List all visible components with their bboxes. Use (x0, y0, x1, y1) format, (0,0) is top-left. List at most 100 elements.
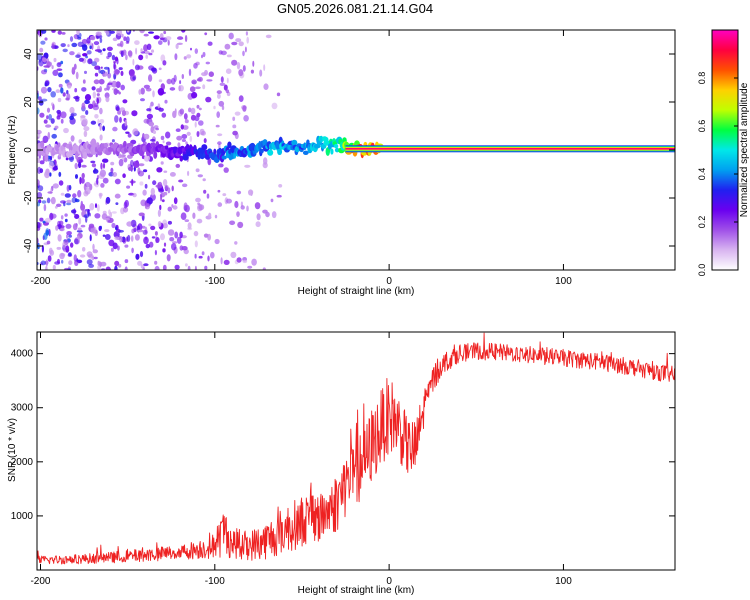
spectrogram-cell (95, 203, 97, 209)
spectrogram-cell (252, 60, 255, 67)
spectrogram-cell (117, 110, 122, 115)
spectrogram-cell (126, 185, 131, 189)
spectrogram-cell (144, 183, 148, 189)
spectrogram-cell (140, 199, 147, 207)
spectrogram-cell (139, 181, 144, 186)
spectrogram-cell (134, 64, 140, 71)
spectrogram-cell (94, 213, 101, 219)
spectrogram-cell (159, 204, 162, 211)
spectrogram-cell (216, 90, 222, 94)
spectrogram-cell (242, 65, 246, 72)
spectrogram-cell (134, 40, 140, 45)
spectrogram-cell (86, 251, 93, 258)
spectrogram-cell (191, 79, 197, 85)
spectrogram-cell (138, 212, 145, 217)
spectrogram-cell (84, 100, 91, 104)
colorbar-tick-label: 0.4 (697, 168, 707, 181)
spectrogram-cell (159, 37, 165, 41)
snr-series-line (37, 332, 675, 565)
spectrogram-cell (276, 194, 282, 198)
spectrogram-cell (99, 261, 102, 268)
spectrogram-cell (91, 61, 97, 67)
spectrogram-cell (175, 43, 179, 49)
spectrogram-cell (69, 115, 74, 121)
spectrogram-cell (226, 77, 229, 84)
spectrogram-cell (145, 54, 148, 59)
colorbar-tick-label: 0.8 (697, 72, 707, 85)
spectrogram-cell (142, 229, 148, 235)
spectrogram-cell (74, 162, 78, 170)
spectrogram-cell (262, 267, 266, 270)
spectrogram-cell (62, 92, 66, 97)
spectrogram-cell (140, 48, 143, 53)
spectrogram-y-ticks: -40 -20 0 20 40 (23, 48, 675, 253)
ridge-mark (213, 148, 217, 155)
spectrogram-cell (143, 133, 150, 140)
spectrogram-cell (60, 118, 64, 124)
spectrogram-cell (69, 106, 75, 114)
spectrogram-cell (71, 42, 78, 48)
spectrogram-cell (176, 42, 183, 45)
spectrogram-cell (236, 257, 242, 263)
spectrogram-cell (94, 72, 99, 77)
spectrogram-cell (166, 78, 172, 85)
spectrogram-cell (210, 251, 215, 259)
spectrogram-cell (41, 200, 47, 204)
spectrogram-cell (96, 88, 102, 93)
spectrogram-cell (74, 238, 79, 245)
spectrogram-cell (203, 138, 207, 144)
spectrogram-cell (107, 51, 112, 58)
spectrogram-cell (179, 80, 182, 85)
spectrogram-cell (122, 173, 126, 178)
spectrogram-cell (150, 187, 155, 196)
spectrogram-cell (75, 174, 78, 179)
spectrogram-cell (254, 202, 261, 210)
spectrogram-cell (152, 90, 155, 98)
ridge-mark (179, 155, 184, 162)
ridge-mark (165, 145, 169, 150)
spectrogram-cell (66, 234, 69, 239)
spectrogram-cell (184, 119, 189, 124)
spectrogram-cell (146, 113, 153, 120)
spectrogram-cell (123, 201, 128, 209)
spectrogram-cell (93, 256, 98, 260)
spectrogram-cell (223, 84, 228, 91)
spectrogram-cell (37, 222, 41, 229)
spectrogram-cell (137, 223, 143, 231)
spectrogram-cell (174, 264, 180, 270)
spectrogram-cell (92, 243, 95, 251)
spectrogram-cell (60, 200, 67, 204)
spectrogram-cell (47, 87, 52, 93)
spectrogram-cell (83, 130, 88, 137)
spectrogram-cell (142, 189, 147, 196)
spectrogram-cell (265, 34, 272, 39)
spectrogram-cell (169, 172, 176, 177)
spectrogram-cell (165, 131, 171, 139)
spectrogram-cell (135, 47, 138, 55)
spectrogram-cell (143, 50, 150, 55)
spectrogram-cell (230, 251, 237, 259)
spectrogram-cell (113, 62, 116, 70)
spectrogram-cell (154, 249, 157, 256)
spectrogram-cell (163, 30, 167, 35)
spectrogram-cell (78, 159, 84, 163)
spectrogram-cell (82, 53, 88, 57)
ridge-mark (201, 144, 208, 151)
spectrogram-cell (65, 157, 69, 161)
spectrogram-cell (165, 36, 172, 41)
spectrogram-cell (119, 154, 124, 158)
spectrogram-cell (176, 236, 182, 244)
spectrogram-cell (226, 54, 232, 58)
spectrogram-cell (234, 111, 241, 116)
spectrogram-cell (220, 76, 224, 83)
x-tick-label: -100 (205, 576, 225, 587)
spectrogram-cell (79, 254, 86, 258)
spectrogram-cell (104, 217, 110, 221)
spectrogram-cell (157, 88, 165, 96)
spectrogram-cell (118, 158, 124, 167)
colorbar: 0.0 0.2 0.4 0.6 0.8 Normalized spectral ampl… (697, 29, 750, 276)
spectrogram-cell (196, 131, 200, 137)
spectrogram-cell (195, 197, 201, 203)
spectrogram-cell (208, 212, 212, 219)
spectrogram-cell (162, 60, 167, 66)
